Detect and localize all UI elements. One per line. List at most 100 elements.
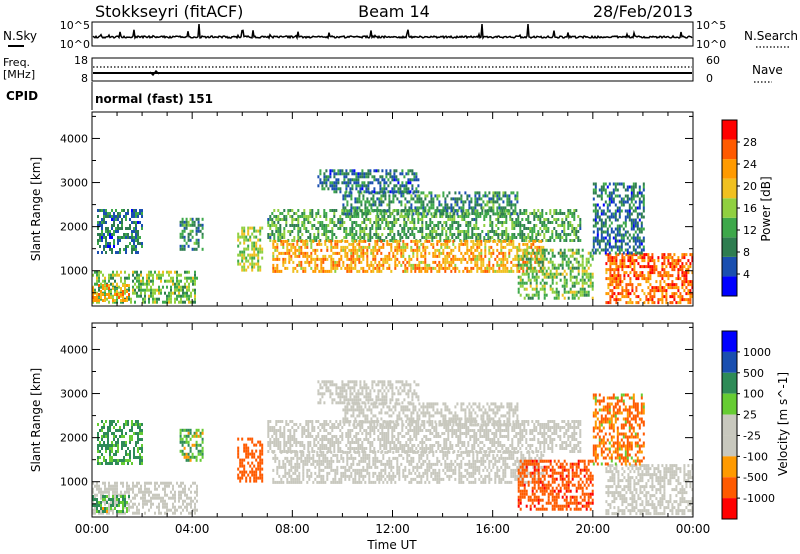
scatter-cell — [623, 271, 626, 275]
scatter-cell — [467, 215, 470, 218]
scatter-cell — [604, 212, 607, 216]
scatter-cell — [510, 206, 513, 210]
scatter-cell — [278, 257, 281, 261]
scatter-cell — [480, 206, 483, 210]
scatter-cell — [610, 221, 613, 225]
scatter-cell — [354, 260, 357, 264]
scatter-cell — [404, 263, 407, 267]
scatter-cell — [122, 290, 124, 293]
scatter-cell — [191, 217, 194, 221]
scatter-cell — [110, 508, 112, 512]
scatter-cell — [629, 280, 632, 284]
scatter-cell — [604, 218, 607, 222]
scatter-cell — [352, 242, 355, 246]
scatter-cell — [681, 280, 684, 284]
scatter-cell — [649, 295, 652, 299]
scatter-cell — [463, 233, 466, 236]
scatter-cell — [428, 191, 431, 195]
scatter-cell — [609, 277, 612, 281]
scatter-cell — [441, 233, 444, 236]
scatter-cell — [547, 239, 550, 242]
scatter-cell — [152, 288, 154, 292]
scatter-cell — [363, 221, 366, 224]
scatter-cell — [496, 200, 499, 204]
scatter-cell — [375, 209, 378, 212]
scatter-cell — [496, 209, 499, 213]
scatter-cell — [521, 218, 524, 221]
scatter-cell — [460, 260, 463, 264]
scatter-cell — [573, 296, 576, 300]
scatter-cell — [535, 275, 538, 279]
scatter-cell — [111, 456, 113, 459]
scatter-cell — [426, 212, 429, 216]
scatter-cell — [522, 254, 525, 258]
scatter-cell — [506, 197, 509, 201]
scatter-cell — [183, 428, 186, 432]
scatter-cell — [97, 447, 99, 450]
scatter-cell — [671, 295, 674, 299]
scatter-cell — [127, 453, 129, 456]
scatter-cell — [111, 251, 113, 254]
scatter-cell — [187, 431, 190, 435]
scatter-cell — [115, 218, 117, 221]
scatter-cell — [495, 230, 498, 233]
scatter-cell — [400, 251, 403, 255]
scatter-cell — [482, 257, 485, 261]
scatter-cell — [397, 233, 400, 236]
scatter-cell — [322, 260, 325, 264]
scatter-cell — [398, 239, 401, 243]
scatter-cell — [608, 203, 611, 207]
scatter-cell — [331, 227, 334, 230]
scatter-cell — [144, 490, 146, 494]
scatter-cell — [119, 227, 121, 230]
scatter-cell — [345, 169, 348, 173]
scatter-cell — [630, 188, 633, 192]
scatter-cell — [96, 273, 98, 277]
scatter-cell — [516, 263, 519, 267]
scatter-cell — [104, 287, 106, 290]
scatter-cell — [389, 227, 392, 230]
scatter-cell — [346, 257, 349, 261]
scatter-cell — [653, 292, 656, 296]
scatter-cell — [133, 450, 135, 453]
scatter-cell — [305, 227, 308, 230]
scatter-cell — [295, 212, 298, 215]
scatter-cell — [297, 218, 300, 221]
scatter-cell — [353, 236, 356, 239]
scatter-cell — [110, 484, 112, 488]
scatter-cell — [343, 175, 346, 179]
scatter-cell — [300, 260, 303, 264]
scatter-cell — [302, 254, 305, 258]
scatter-cell — [367, 169, 370, 173]
scatter-cell — [150, 502, 152, 506]
scatter-cell — [388, 203, 391, 207]
scatter-cell — [618, 194, 621, 198]
scatter-cell — [361, 187, 364, 191]
scatter-cell — [332, 245, 335, 249]
scatter-cell — [111, 209, 113, 212]
scatter-cell — [103, 426, 105, 429]
scatter-cell — [196, 508, 198, 512]
scatter-cell — [543, 254, 546, 258]
scatter-cell — [100, 511, 102, 515]
scatter-cell — [357, 236, 360, 239]
scatter-cell — [561, 257, 564, 261]
scatter-cell — [444, 245, 447, 249]
scatter-cell — [523, 272, 526, 276]
scatter-cell — [382, 257, 385, 261]
scatter-cell — [411, 212, 414, 215]
scatter-cell — [296, 254, 299, 258]
scatter-cell — [449, 215, 452, 218]
scatter-cell — [553, 296, 556, 300]
scatter-cell — [637, 301, 640, 305]
scatter-cell — [182, 288, 184, 292]
scatter-cell — [180, 511, 182, 515]
scatter-cell — [359, 224, 362, 227]
scatter-cell — [636, 212, 639, 216]
scatter-cell — [179, 244, 182, 248]
scatter-cell — [344, 197, 347, 201]
scatter-cell — [410, 206, 413, 210]
scatter-cell — [413, 236, 416, 239]
scatter-cell — [96, 276, 98, 280]
scatter-cell — [119, 459, 121, 462]
